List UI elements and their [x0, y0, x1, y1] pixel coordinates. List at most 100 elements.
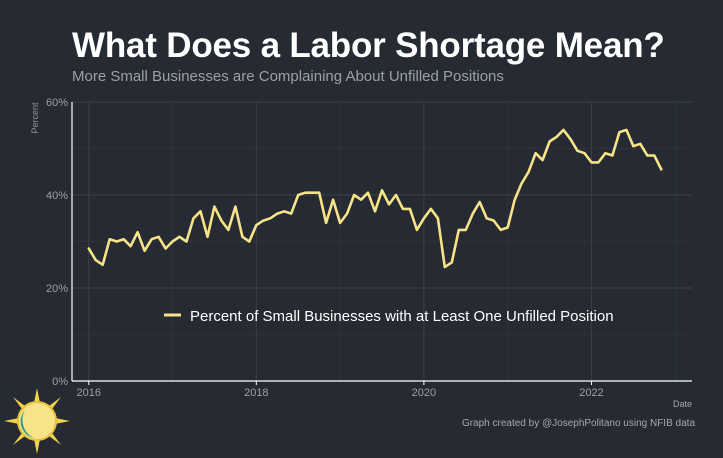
data-point [534, 152, 537, 155]
data-point [576, 149, 579, 152]
data-point [276, 212, 279, 215]
data-point [367, 191, 369, 194]
x-tick-label: 2022 [579, 387, 603, 399]
chart-title: What Does a Labor Shortage Mean? [72, 26, 665, 65]
data-point [464, 229, 467, 231]
data-point [304, 191, 307, 194]
x-tick-label: 2020 [412, 387, 436, 399]
x-tick-label: 2018 [244, 387, 268, 399]
axes [71, 102, 692, 385]
data-point [653, 154, 656, 157]
data-point [206, 235, 209, 238]
data-point [129, 245, 132, 248]
grid [72, 101, 692, 382]
series-group [87, 128, 663, 269]
data-point [262, 219, 265, 222]
data-point [185, 240, 188, 243]
data-point [269, 217, 272, 220]
data-point [311, 191, 314, 194]
data-point [199, 210, 202, 213]
data-point [108, 238, 111, 241]
data-point [192, 217, 195, 220]
data-point [478, 201, 481, 203]
data-point [520, 182, 523, 185]
data-point [318, 191, 321, 194]
data-point [297, 194, 300, 196]
tick-labels: 0% 20% 40% 60% 2016 2018 2020 2022 [46, 97, 604, 399]
data-point [213, 205, 216, 208]
source-credit: Graph created by @JosephPolitano using N… [461, 418, 695, 429]
data-point [639, 142, 642, 145]
y-axis-label: Percent [30, 102, 40, 134]
data-point [548, 140, 551, 143]
data-point [136, 231, 139, 234]
data-point [499, 229, 502, 231]
data-point [569, 138, 572, 141]
y-tick-label: 0% [52, 376, 68, 388]
data-point [443, 266, 446, 268]
data-point [122, 238, 125, 241]
data-point [353, 194, 355, 196]
data-point [388, 203, 390, 206]
data-point [471, 212, 474, 215]
data-point [555, 136, 558, 138]
data-point [248, 240, 251, 243]
x-tick-label: 2016 [77, 387, 101, 399]
series-line [87, 128, 663, 269]
data-point [339, 222, 341, 224]
data-point [423, 217, 425, 220]
data-point [506, 226, 509, 229]
data-point [492, 219, 495, 222]
data-point [101, 263, 104, 266]
chart-subtitle: More Small Businesses are Complaining Ab… [72, 68, 504, 85]
data-point [590, 161, 593, 164]
data-point [527, 170, 530, 173]
data-point [381, 189, 383, 192]
data-point [513, 198, 516, 201]
data-point [604, 152, 607, 155]
data-point [457, 229, 460, 231]
data-point [157, 235, 160, 238]
sun-logo-icon [4, 388, 70, 454]
x-axis-label: Date [673, 399, 692, 409]
data-point [660, 168, 663, 171]
data-point [646, 154, 649, 157]
data-point [332, 198, 334, 201]
y-tick-label: 40% [46, 190, 68, 202]
y-tick-label: 20% [46, 283, 68, 295]
data-point [115, 240, 118, 243]
data-point [611, 154, 614, 157]
data-point [94, 259, 97, 261]
data-point [562, 129, 565, 131]
data-point [87, 247, 90, 250]
data-point [150, 238, 153, 241]
data-point [597, 161, 600, 164]
data-point [541, 159, 544, 162]
y-tick-label: 60% [46, 97, 68, 109]
legend: Percent of Small Businesses with at Leas… [164, 308, 614, 325]
data-point [325, 222, 327, 224]
data-point [374, 210, 376, 213]
data-point [395, 194, 397, 196]
data-point [227, 229, 230, 231]
data-point [409, 208, 411, 210]
data-point [485, 217, 488, 220]
data-point [360, 198, 362, 201]
data-point [346, 212, 348, 215]
data-point [178, 235, 181, 238]
data-point [290, 212, 293, 215]
data-point [632, 145, 635, 148]
data-point [220, 219, 223, 222]
data-point [583, 152, 586, 155]
data-point [618, 131, 621, 134]
data-point [143, 249, 146, 252]
data-point [241, 235, 244, 238]
data-point [625, 129, 628, 131]
data-point [164, 247, 167, 250]
data-point [437, 217, 439, 220]
data-point [430, 208, 432, 210]
legend-label: Percent of Small Businesses with at Leas… [190, 308, 614, 325]
data-point [416, 229, 418, 231]
data-point [255, 224, 258, 227]
